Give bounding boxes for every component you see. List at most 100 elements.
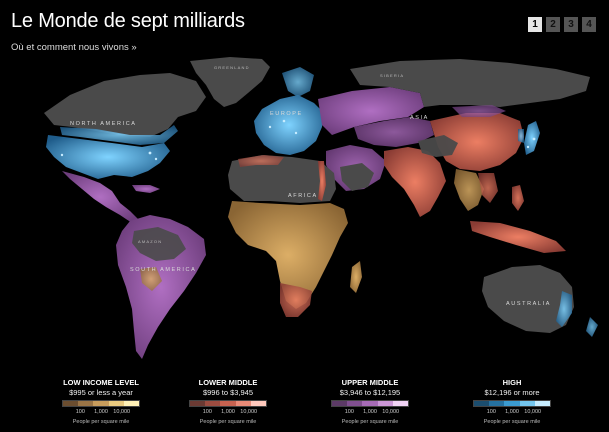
city-light-dots xyxy=(60,119,536,161)
legend-swatch-1 xyxy=(474,401,490,406)
legend-range: $996 to $3,945 xyxy=(202,388,254,397)
legend-ticks: 100 1,000 10,000 xyxy=(56,409,146,418)
region-bolivia xyxy=(140,267,162,291)
legend-swatch-5 xyxy=(534,401,551,406)
legend-upper-middle: UPPER MIDDLE $3,946 to $12,195 100 1,000… xyxy=(305,378,435,425)
pager: 1 2 3 4 xyxy=(528,17,596,32)
region-greenland xyxy=(190,57,270,107)
legend-swatch-1 xyxy=(63,401,79,406)
label-amazon: AMAZON xyxy=(138,239,162,244)
legend-low-income: LOW INCOME LEVEL $995 or less a year 100… xyxy=(36,378,166,425)
legend-swatch-4 xyxy=(108,401,124,406)
legend-tick: 10,000 xyxy=(113,409,131,415)
region-mexico xyxy=(62,171,138,223)
region-eastern-europe xyxy=(318,87,424,135)
legend-tick: 1,000 xyxy=(363,409,377,415)
legend: LOW INCOME LEVEL $995 or less a year 100… xyxy=(0,378,609,432)
legend-lower-middle: LOWER MIDDLE $996 to $3,945 100 1,000 10… xyxy=(163,378,293,425)
legend-tick: 100 xyxy=(202,409,212,415)
region-scandinavia xyxy=(282,67,314,97)
legend-tick: 100 xyxy=(75,409,85,415)
legend-tick: 1,000 xyxy=(221,409,235,415)
legend-title: HIGH xyxy=(502,378,522,387)
legend-swatch-1 xyxy=(332,401,348,406)
label-siberia: SIBERIA xyxy=(380,73,404,78)
legend-swatch-4 xyxy=(377,401,393,406)
page-button-1[interactable]: 1 xyxy=(528,17,542,32)
legend-unit: People per square mile xyxy=(199,419,257,425)
region-southern-africa xyxy=(280,283,312,317)
legend-tick: 100 xyxy=(344,409,354,415)
legend-swatch-2 xyxy=(489,401,505,406)
legend-range: $3,946 to $12,195 xyxy=(339,388,401,397)
region-nile xyxy=(318,161,326,201)
region-arabia xyxy=(340,163,374,191)
label-greenland: GREENLAND xyxy=(214,65,250,70)
legend-swatch-2 xyxy=(78,401,94,406)
region-japan xyxy=(524,121,540,155)
legend-swatch-5 xyxy=(392,401,409,406)
region-caribbean xyxy=(132,185,160,193)
region-new-zealand xyxy=(586,317,598,337)
page-button-3[interactable]: 3 xyxy=(564,17,578,32)
region-usa xyxy=(46,135,170,179)
label-africa: AFRICA xyxy=(288,193,318,199)
legend-swatch-5 xyxy=(250,401,267,406)
region-indochina xyxy=(478,173,498,203)
region-south-asia xyxy=(384,147,446,217)
region-australia xyxy=(482,265,574,333)
legend-high: HIGH $12,196 or more 100 1,000 10,000 Pe… xyxy=(447,378,577,425)
legend-color-scale xyxy=(62,400,140,407)
page-button-4[interactable]: 4 xyxy=(582,17,596,32)
region-indonesia xyxy=(470,221,566,253)
legend-swatch-3 xyxy=(93,401,109,406)
page-title: Le Monde de sept milliards xyxy=(11,10,245,32)
legend-color-scale xyxy=(189,400,267,407)
subtitle-link[interactable]: Où et comment nous vivons » xyxy=(11,42,137,53)
legend-swatch-4 xyxy=(519,401,535,406)
legend-tick: 1,000 xyxy=(94,409,108,415)
region-philippines xyxy=(512,185,524,211)
legend-unit: People per square mile xyxy=(72,419,130,425)
legend-title: LOWER MIDDLE xyxy=(198,378,258,387)
legend-swatch-4 xyxy=(235,401,251,406)
region-siberia xyxy=(350,59,590,107)
region-korea xyxy=(518,129,524,143)
label-australia: AUSTRALIA xyxy=(506,301,551,307)
legend-unit: People per square mile xyxy=(483,419,541,425)
legend-color-scale xyxy=(331,400,409,407)
region-mongolia xyxy=(452,105,506,117)
region-europe xyxy=(254,95,324,155)
legend-swatch-1 xyxy=(190,401,206,406)
legend-tick: 10,000 xyxy=(524,409,542,415)
legend-range: $995 or less a year xyxy=(69,388,133,397)
legend-color-scale xyxy=(473,400,551,407)
label-south-america: SOUTH AMERICA xyxy=(130,267,196,273)
label-asia: ASIA xyxy=(410,115,429,121)
legend-range: $12,196 or more xyxy=(484,388,540,397)
region-maghreb-coast xyxy=(238,155,284,167)
region-central-asia xyxy=(354,117,434,147)
legend-swatch-3 xyxy=(362,401,378,406)
legend-swatch-5 xyxy=(123,401,140,406)
legend-swatch-2 xyxy=(347,401,363,406)
legend-tick: 10,000 xyxy=(382,409,400,415)
legend-ticks: 100 1,000 10,000 xyxy=(183,409,273,418)
region-china xyxy=(430,113,524,171)
region-madagascar xyxy=(350,261,362,293)
legend-title: LOW INCOME LEVEL xyxy=(63,378,139,387)
region-australia-east-coast xyxy=(556,291,572,327)
legend-tick: 100 xyxy=(486,409,496,415)
legend-tick: 1,000 xyxy=(505,409,519,415)
region-southeast-asia xyxy=(454,169,484,211)
world-map-svg: NORTH AMERICA SOUTH AMERICA AMAZON EUROP… xyxy=(44,57,598,359)
page-button-2[interactable]: 2 xyxy=(546,17,560,32)
label-north-america: NORTH AMERICA xyxy=(70,121,137,127)
legend-swatch-3 xyxy=(220,401,236,406)
legend-swatch-2 xyxy=(205,401,221,406)
legend-swatch-3 xyxy=(504,401,520,406)
legend-ticks: 100 1,000 10,000 xyxy=(325,409,415,418)
legend-ticks: 100 1,000 10,000 xyxy=(467,409,557,418)
world-map: NORTH AMERICA SOUTH AMERICA AMAZON EUROP… xyxy=(0,55,609,373)
label-europe: EUROPE xyxy=(270,111,303,117)
